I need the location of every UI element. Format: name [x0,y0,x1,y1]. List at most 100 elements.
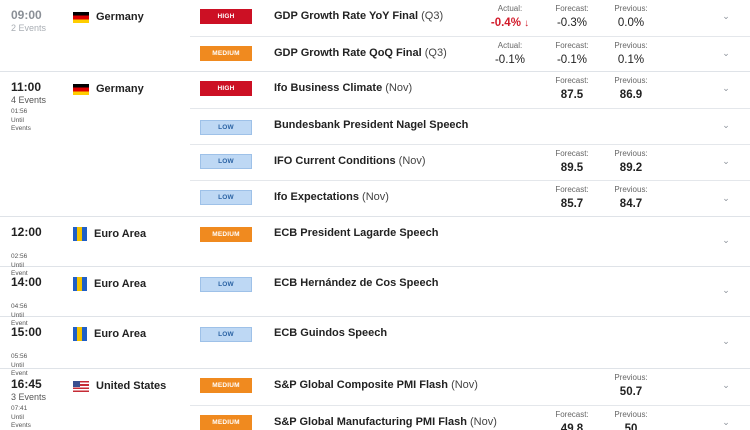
event-name[interactable]: IFO Current Conditions (Nov) [274,155,426,167]
forecast-label: Forecast: [555,41,589,50]
chevron-down-icon[interactable]: ⌄ [722,156,730,166]
event-name[interactable]: Ifo Business Climate (Nov) [274,82,412,94]
event-row[interactable]: LOW Ifo Expectations (Nov) Forecast: 85.7 Pr… [190,180,750,217]
flag-eu-icon [73,327,87,341]
event-name[interactable]: S&P Global Composite PMI Flash (Nov) [274,379,478,391]
event-period: (Nov) [470,416,497,428]
countdown-line: Until [11,361,25,369]
impact-badge: LOW [200,154,252,169]
previous: Previous: 0.1% [591,41,671,66]
event-title: Ifo Expectations [274,191,359,203]
countdown-line: Until [11,116,25,124]
previous-number: 50 [624,423,638,430]
chevron-down-icon[interactable]: ⌄ [722,235,730,245]
forecast-number: 87.5 [560,89,584,101]
event-row[interactable]: HIGH Ifo Business Climate (Nov) Forecast: 8… [190,72,750,108]
impact-badge: MEDIUM [200,227,252,242]
time-group-info: 12:00 02:56 Until Event Euro Area [0,217,190,277]
event-row[interactable]: MEDIUM GDP Growth Rate QoQ Final (Q3) Actu… [190,36,750,72]
flag-eu-icon [73,277,87,291]
time-group-info: 14:00 04:56 Until Event Euro Area [0,267,190,327]
event-row[interactable]: MEDIUM ECB President Lagarde Speech ⌄ [190,217,750,267]
chevron-down-icon[interactable]: ⌄ [722,192,730,203]
country-name: Euro Area [94,328,147,340]
event-row[interactable]: MEDIUM S&P Global Manufacturing PMI Flash… [190,405,750,430]
country: Euro Area [73,327,146,341]
forecast-label: Forecast: [555,149,589,158]
impact-badge: LOW [200,190,252,205]
forecast-label: Forecast: [555,76,589,85]
chevron-down-icon[interactable]: ⌄ [722,336,730,346]
previous-label: Previous: [614,76,648,85]
flag-eu-icon [73,227,87,241]
event-name[interactable]: Ifo Expectations (Nov) [274,191,389,203]
forecast-number: -0.1% [556,54,588,66]
impact-badge: MEDIUM [200,415,252,430]
flag-de-icon [73,83,89,95]
event-name[interactable]: ECB Hernández de Cos Speech [274,277,438,289]
impact-badge: MEDIUM [200,378,252,393]
countdown: 04:56 Until Event [11,303,28,329]
countdown: 01:56 Until Events [11,108,31,134]
countdown-line: Until [11,261,25,269]
actual-label: Actual: [497,4,523,13]
event-name[interactable]: ECB Guindos Speech [274,327,387,339]
country: Germany [73,10,144,24]
previous-number: 50.7 [619,386,643,398]
chevron-down-icon[interactable]: ⌄ [722,120,730,130]
chevron-down-icon[interactable]: ⌄ [722,417,730,427]
event-name[interactable]: GDP Growth Rate YoY Final (Q3) [274,10,443,22]
event-time: 12:00 [11,225,42,239]
event-row[interactable]: LOW ECB Hernández de Cos Speech ⌄ [190,267,750,317]
event-period: (Nov) [362,191,389,203]
event-row[interactable]: HIGH GDP Growth Rate YoY Final (Q3) Actual… [190,0,750,36]
forecast-value: 49.8 [532,423,612,430]
country: Euro Area [73,277,146,291]
events-count: 2 Events [11,23,47,33]
countdown-line: Until [11,311,25,319]
chevron-down-icon[interactable]: ⌄ [722,11,730,21]
previous-value: 50 [591,423,671,430]
forecast: Forecast: -0.3% [532,4,612,29]
previous-number: 86.9 [619,89,643,101]
forecast-number: 85.7 [560,198,584,210]
forecast: Forecast: 49.8 [532,410,612,430]
chevron-down-icon[interactable]: ⌄ [722,83,730,93]
chevron-down-icon[interactable]: ⌄ [722,48,730,58]
previous-value: 89.2 [591,162,671,174]
event-name[interactable]: ECB President Lagarde Speech [274,227,438,239]
previous-number: 0.1% [617,54,645,66]
time-group-info: 15:00 05:56 Until Event Euro Area [0,317,190,377]
forecast-number: 49.8 [560,423,584,430]
events-count: 3 Events [11,392,47,402]
previous-value: 0.0% [591,17,671,29]
event-name[interactable]: S&P Global Manufacturing PMI Flash (Nov) [274,416,497,428]
actual: Actual: -0.1% [470,41,550,66]
event-title: ECB Hernández de Cos Speech [274,277,439,289]
impact-badge: LOW [200,119,252,135]
events-count: 4 Events [11,95,47,105]
time-group: 16:45 3 Events 07:41 Until Events United Stat… [0,369,750,430]
country-name: Germany [96,83,144,95]
event-row[interactable]: LOW ECB Guindos Speech ⌄ [190,317,750,369]
impact-badge: LOW [200,277,252,292]
event-row[interactable]: LOW IFO Current Conditions (Nov) Forecast:… [190,144,750,180]
forecast-value: 87.5 [532,89,612,101]
event-title: S&P Global Manufacturing PMI Flash [274,416,467,428]
chevron-down-icon[interactable]: ⌄ [722,285,730,295]
previous-number: 89.2 [619,162,643,174]
event-row[interactable]: LOW Bundesbank President Nagel Speech ⌄ [190,108,750,144]
flag-de-icon [73,11,89,23]
event-name[interactable]: Bundesbank President Nagel Speech [274,119,468,131]
previous-value: 84.7 [591,198,671,210]
previous: Previous: 0.0% [591,4,671,29]
forecast-number: 89.5 [560,162,584,174]
event-title: ECB Guindos Speech [274,327,388,339]
event-name[interactable]: GDP Growth Rate QoQ Final (Q3) [274,47,447,59]
time-group-info: 16:45 3 Events 07:41 Until Events United Stat… [0,369,190,430]
actual: Actual: -0.4% ↓ [470,4,550,29]
chevron-down-icon[interactable]: ⌄ [722,380,730,390]
event-period: (Q3) [424,47,447,59]
forecast: Forecast: 87.5 [532,76,612,101]
event-row[interactable]: MEDIUM S&P Global Composite PMI Flash (No… [190,369,750,405]
